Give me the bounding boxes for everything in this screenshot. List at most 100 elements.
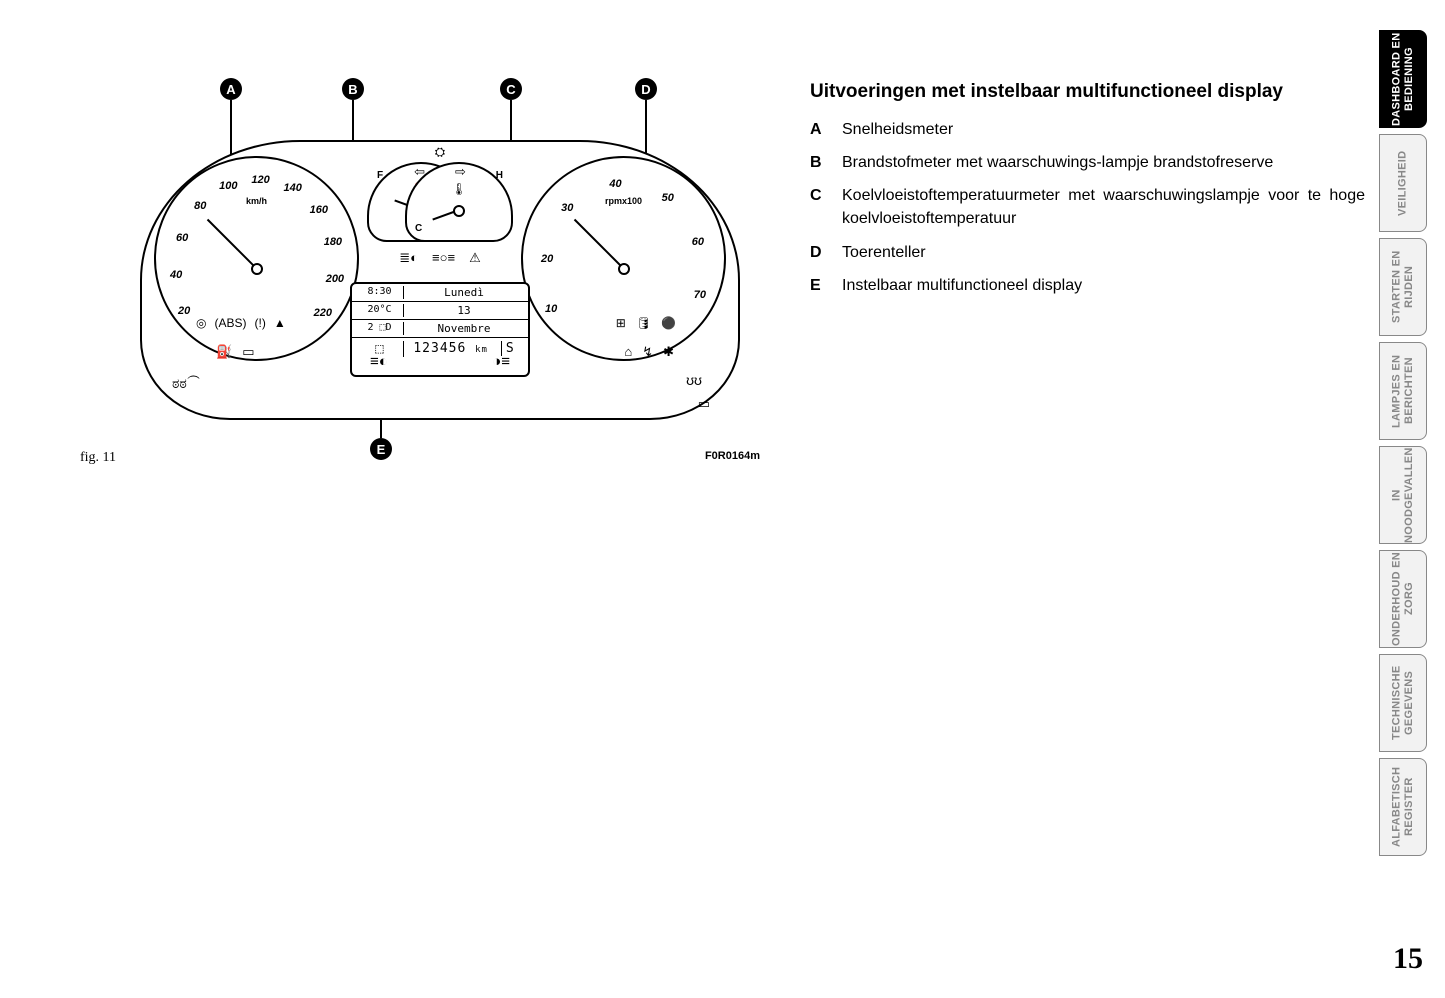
legend-list: A Snelheidsmeter B Brandstofmeter met wa…	[810, 118, 1365, 297]
speed-tick: 180	[324, 236, 342, 248]
legend-desc: Toerenteller	[842, 241, 926, 264]
glasses-icon: ʊʊ	[686, 372, 702, 388]
figure-caption: fig. 11 F0R0164m	[80, 450, 760, 466]
legend-letter: A	[810, 118, 828, 141]
door-icon: ▭	[242, 344, 254, 360]
right-turn-icon: ⇨	[455, 164, 466, 180]
tachometer-warning-icons: ⊞ 🛢 ⚫	[616, 316, 676, 330]
turn-signal-icons: ⇦ ⇨	[414, 164, 466, 180]
legend-letter: D	[810, 241, 828, 264]
brake-icon: (!)	[255, 316, 266, 330]
engine-icon: ⌂	[624, 344, 632, 360]
callout-label-e: E	[370, 438, 392, 460]
speedometer-warning-icons: ◎ (ABS) (!) ▲	[196, 316, 286, 330]
fog-front-icon: ≡◐	[370, 353, 388, 370]
temp-center	[453, 205, 465, 217]
speed-tick: 20	[178, 305, 190, 317]
outer-right-icon: ʊʊ	[686, 372, 702, 388]
callout-label-b: B	[342, 78, 364, 100]
tab-onderhoud[interactable]: ONDERHOUD EN ZORG	[1379, 550, 1427, 648]
display-month: Novembre	[404, 322, 524, 335]
speed-tick: 100	[219, 180, 237, 192]
instrument-cluster-figure: A B C D E 20	[80, 60, 760, 440]
callout-label-a: A	[220, 78, 242, 100]
trailer-icon: ↯	[642, 344, 653, 360]
tach-tick: 10	[545, 303, 557, 315]
tab-alfabetisch[interactable]: ALFABETISCH REGISTER	[1379, 758, 1427, 856]
page-number: 15	[1393, 942, 1423, 976]
tach-tick: 40	[609, 178, 621, 190]
left-turn-icon: ⇦	[414, 164, 425, 180]
legend-item: B Brandstofmeter met waarschuwings-lampj…	[810, 151, 1365, 174]
speed-tick: 200	[326, 273, 344, 285]
top-center-icons: ⛭	[435, 146, 445, 162]
tab-dashboard[interactable]: DASHBOARD EN BEDIENING	[1379, 30, 1427, 128]
temp-cold-label: C	[415, 223, 422, 234]
display-temp: 20°C	[356, 304, 404, 317]
display-odo-unit: km	[475, 345, 488, 355]
display-mode: 2 ⬚D	[356, 322, 404, 335]
display-day: Lunedì	[404, 286, 524, 299]
tach-tick: 30	[561, 202, 573, 214]
speed-tick: 40	[170, 269, 182, 281]
legend-desc: Brandstofmeter met waarschuwings-lampje …	[842, 151, 1273, 174]
legend-letter: C	[810, 184, 828, 230]
speed-tick: 140	[283, 182, 301, 194]
speedometer-gauge: 20 40 60 80 100 120 140 160 180 200 220	[154, 156, 359, 361]
content-row: A B C D E 20	[80, 60, 1365, 466]
legend-item: D Toerenteller	[810, 241, 1365, 264]
speedometer-center	[251, 263, 263, 275]
text-column: Uitvoeringen met instelbaar multifunctio…	[810, 60, 1365, 466]
tach-tick: 70	[694, 289, 706, 301]
thermometer-icon: 🌡	[451, 182, 466, 196]
highbeam-icon: ≣◐	[399, 250, 418, 266]
airbag-icon: ✱	[663, 344, 674, 360]
hazard-icon: ▲	[274, 316, 286, 330]
tach-tick: 50	[662, 192, 674, 204]
legend-desc: Koelvloeistoftemperatuurmeter met waarsc…	[842, 184, 1365, 230]
tachometer-bottom-icons: ⌂ ↯ ✱	[624, 344, 674, 360]
legend-letter: B	[810, 151, 828, 174]
speedometer-bottom-icons: ⛽ ▭	[216, 344, 254, 360]
fog-right-icon-wrap: ◑≡	[492, 353, 510, 370]
cluster-body: 20 40 60 80 100 120 140 160 180 200 220	[140, 140, 740, 420]
page: A B C D E 20	[0, 0, 1445, 998]
speedometer-unit: km/h	[246, 196, 267, 206]
abs-icon: (ABS)	[214, 316, 246, 330]
extra-icon: ▭	[698, 396, 710, 412]
warning-triangle-icon: ⚠	[469, 250, 481, 266]
legend-item: C Koelvloeistoftemperatuurmeter met waar…	[810, 184, 1365, 230]
tachometer-gauge: 10 20 30 40 50 60 70 rpmx100 ⊞	[521, 156, 726, 361]
legend-item: E Instelbaar multifunctioneel display	[810, 274, 1365, 297]
oil-icon: 🛢	[636, 316, 651, 330]
display-date: 13	[404, 304, 524, 317]
outer-left-icon: ಠಠ⁀	[172, 375, 200, 392]
speed-tick: 80	[194, 200, 206, 212]
tachometer-unit: rpmx100	[605, 196, 642, 206]
tab-lampjes[interactable]: LAMPJES EN BERICHTEN	[1379, 342, 1427, 440]
battery-icon: ⊞	[616, 316, 626, 330]
tach-tick: 20	[541, 253, 553, 265]
figure-column: A B C D E 20	[80, 60, 760, 466]
tach-tick: 60	[692, 236, 704, 248]
tachometer-center	[618, 263, 630, 275]
callout-label-c: C	[500, 78, 522, 100]
callout-label-d: D	[635, 78, 657, 100]
display-odometer: 123456	[413, 341, 466, 356]
tab-technische[interactable]: TECHNISCHE GEGEVENS	[1379, 654, 1427, 752]
speed-tick: 160	[310, 204, 328, 216]
tab-starten[interactable]: STARTEN EN RIJDEN	[1379, 238, 1427, 336]
fuel-full-label: F	[377, 170, 383, 181]
legend-desc: Instelbaar multifunctioneel display	[842, 274, 1082, 297]
speed-tick: 60	[176, 232, 188, 244]
figure-number: fig. 11	[80, 450, 116, 466]
light-icon: ⛭	[435, 144, 445, 160]
legend-letter: E	[810, 274, 828, 297]
speed-tick: 120	[251, 174, 269, 186]
bottom-right-extra-icon: ▭	[698, 396, 710, 412]
headlight-icon: ◎	[196, 316, 206, 330]
tab-veiligheid[interactable]: VEILIGHEID	[1379, 134, 1427, 232]
tab-noodgevallen[interactable]: IN NOODGEVALLEN	[1379, 446, 1427, 544]
figure-code: F0R0164m	[705, 450, 760, 466]
belt-icon: ≡○≡	[432, 250, 455, 266]
